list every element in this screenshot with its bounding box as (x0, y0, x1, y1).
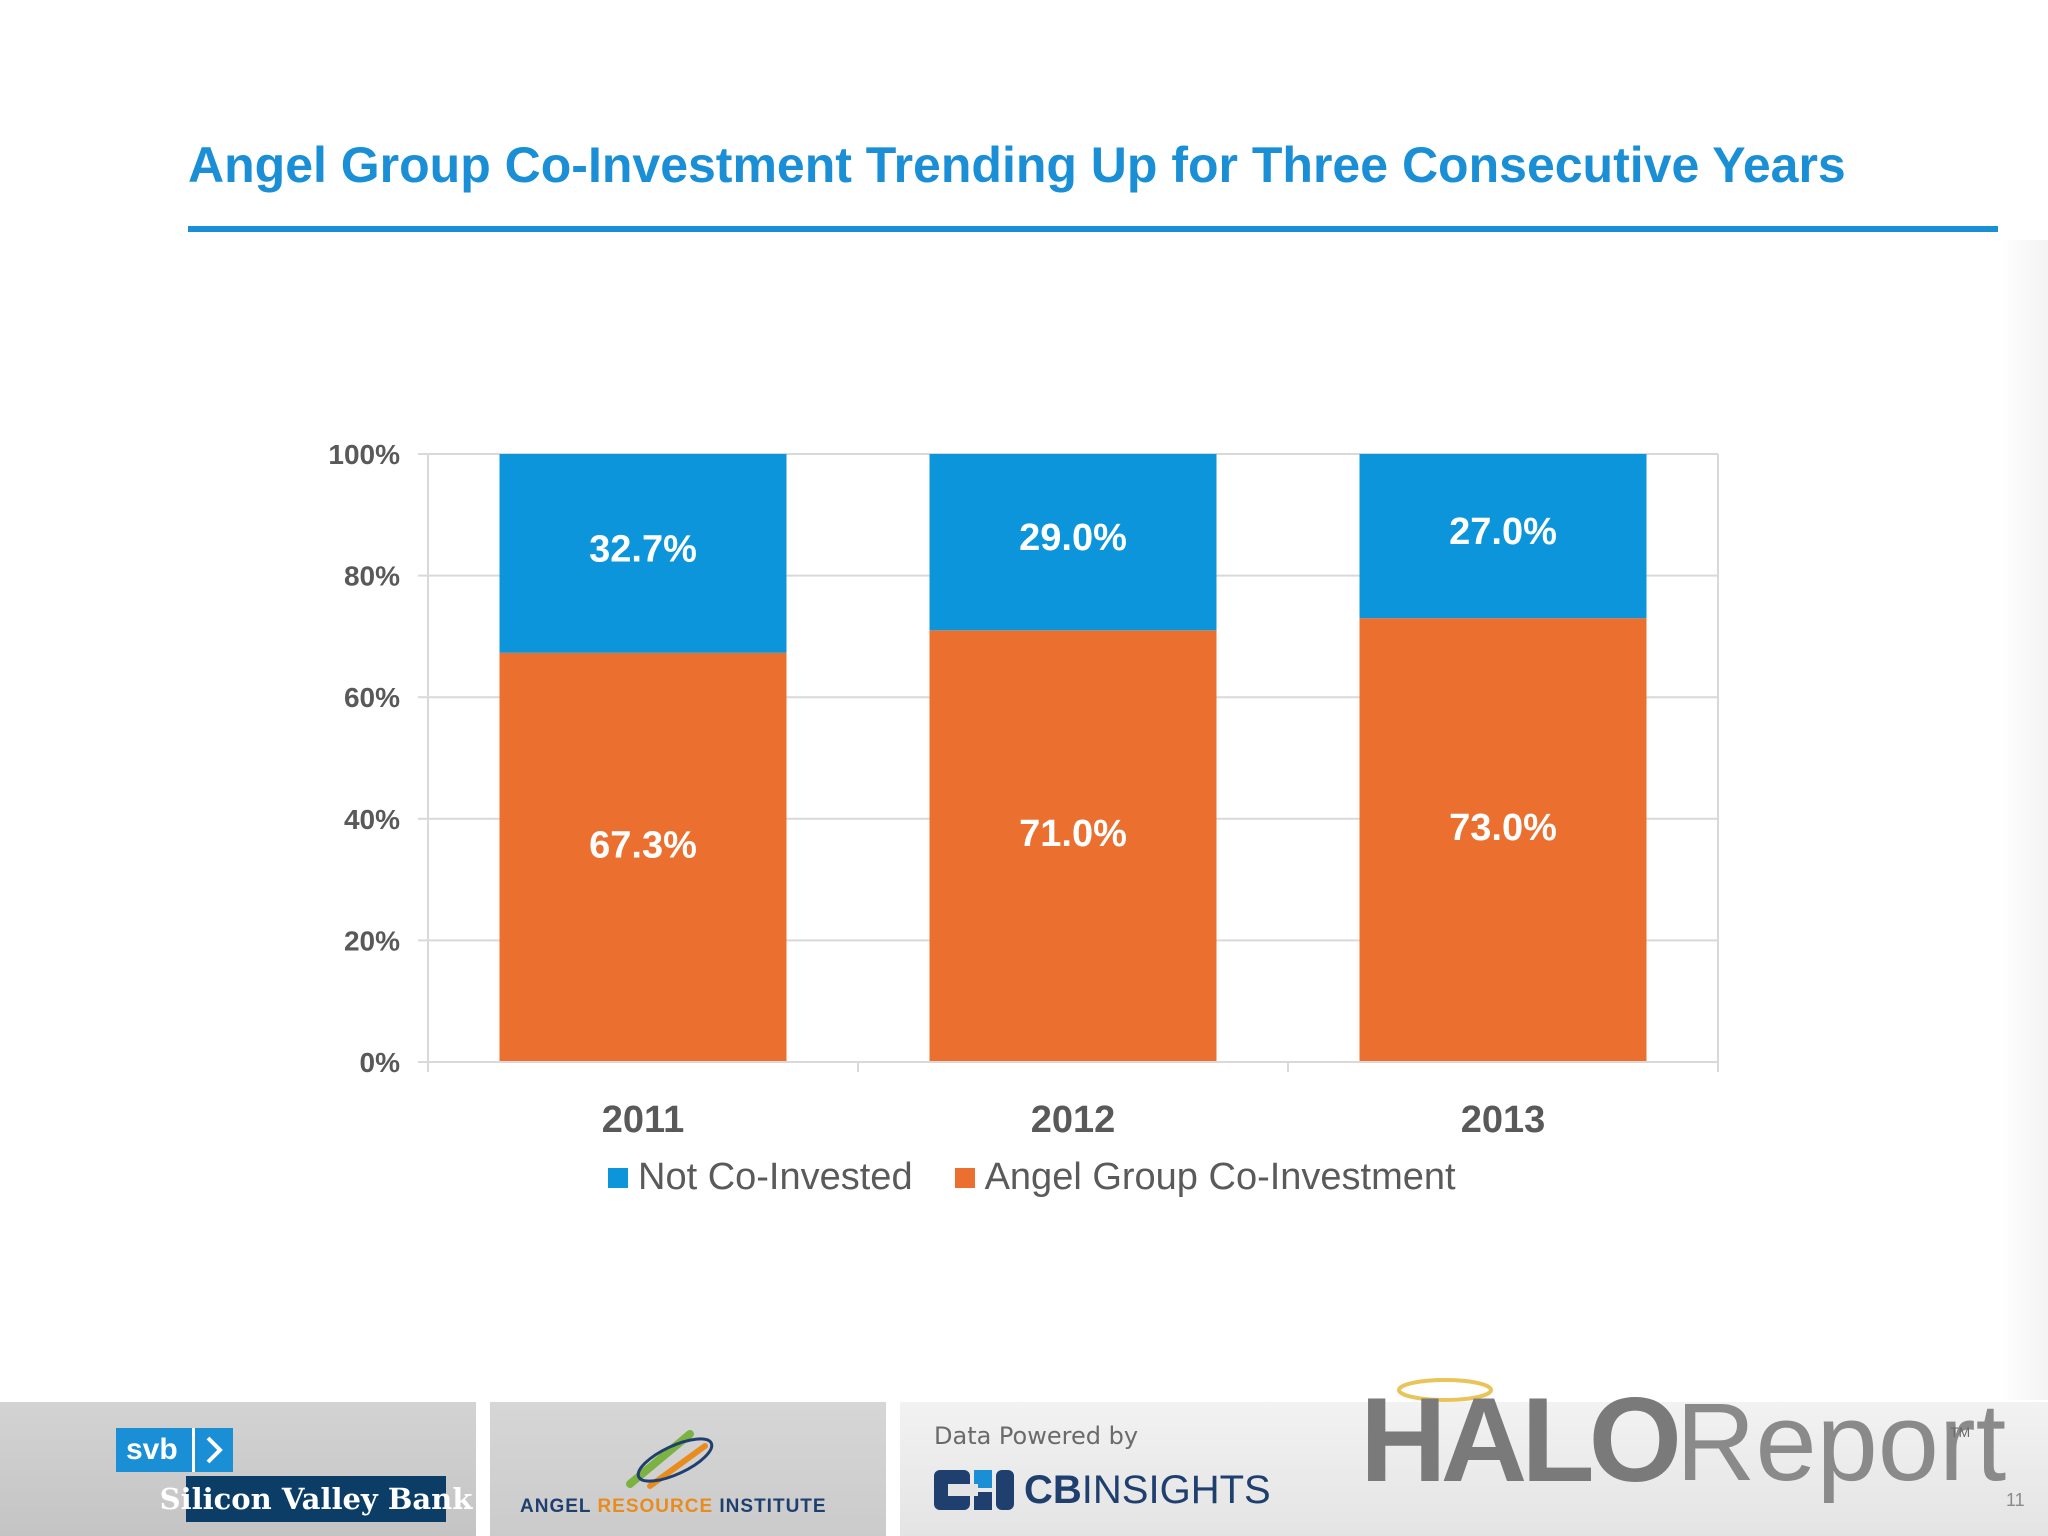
halo-report-logo-bold: HALO (1360, 1373, 1682, 1507)
cb-text-light: INSIGHTS (1081, 1468, 1271, 1512)
legend-swatch-not-co-invested (608, 1167, 628, 1188)
bar-angel-group-co-investment-2013 (1359, 618, 1647, 1062)
legend: Not Co-Invested Angel Group Co-Investmen… (608, 1156, 1498, 1199)
cb-text-bold: CB (1024, 1468, 1082, 1512)
bar-not-co-invested-2012 (929, 454, 1217, 631)
data-label-not-co-invested-2011: 32.7% (589, 528, 697, 570)
data-label-not-co-invested-2013: 27.0% (1449, 511, 1557, 553)
ari-logo-icon (626, 1430, 714, 1489)
ari-logo-text: ANGEL RESOURCE INSTITUTE (520, 1496, 827, 1518)
axes: 0% 20% 40% 60% 80% 100% 2011 2012 2013 (328, 439, 1719, 1141)
data-powered-by-label: Data Powered by (934, 1422, 1139, 1450)
bar-not-co-invested-2011 (499, 454, 787, 653)
page-number: 11 (2006, 1490, 2025, 1510)
ari-text-left: ANGEL (520, 1496, 598, 1517)
svb-logo-name: Silicon Valley Bank (160, 1476, 472, 1522)
cb-insights-logo-text: CBINSIGHTS (1024, 1468, 1271, 1513)
legend-label-angel-group: Angel Group Co-Investment (984, 1156, 1456, 1198)
stacked-bar-chart: 0% 20% 40% 60% 80% 100% 2011 2012 2013 67.3% 32.7… (328, 439, 1719, 1141)
bar-angel-group-co-investment-2012 (929, 630, 1217, 1062)
bar-not-co-invested-2013 (1359, 454, 1647, 619)
cb-insights-logo-icon (934, 1470, 1014, 1510)
legend-swatch-angel-group (954, 1167, 975, 1188)
legend-item-angel-group: Angel Group Co-Investment (954, 1156, 1456, 1199)
x-tick-label-2013: 2013 (1461, 1099, 1546, 1141)
title-underline (188, 226, 1998, 232)
x-tick-label-2012: 2012 (1031, 1099, 1116, 1141)
data-label-angel-group-co-investment-2012: 71.0% (1019, 813, 1127, 855)
slide-title: Angel Group Co-Investment Trending Up fo… (188, 137, 1846, 193)
edge-shade (2000, 240, 2048, 1400)
y-tick-label: 0% (360, 1047, 401, 1078)
chevron-right-icon (192, 1428, 233, 1472)
y-tick-label: 60% (344, 682, 400, 713)
trademark-mark: TM (1950, 1424, 1971, 1440)
data-labels: 67.3% 32.7% 71.0% 29.0% 73.0% 27.0% (589, 511, 1557, 866)
y-tick-label: 80% (344, 561, 400, 592)
halo-ring-icon (1397, 1378, 1493, 1402)
svb-logo-panel: svb Silicon Valley Bank (0, 1402, 476, 1536)
cb-insights-panel: Data Powered by CBINSIGHTS (900, 1402, 2048, 1536)
y-tick-label: 100% (328, 439, 400, 470)
ari-text-right: INSTITUTE (713, 1496, 827, 1517)
footer-logo-band: svb Silicon Valley Bank ANGEL RESOURCE I… (0, 1398, 2048, 1536)
y-tick-label: 40% (344, 804, 400, 835)
ari-text-accent: RESOURCE (597, 1496, 714, 1517)
halo-report-logo-light: Report (1676, 1381, 2007, 1504)
x-tick-label-2011: 2011 (602, 1099, 684, 1141)
ari-logo-panel: ANGEL RESOURCE INSTITUTE (490, 1402, 886, 1536)
data-label-angel-group-co-investment-2013: 73.0% (1449, 807, 1557, 849)
bars (499, 454, 1647, 1062)
svb-short-name: svb (126, 1433, 178, 1466)
data-label-angel-group-co-investment-2011: 67.3% (589, 824, 697, 866)
bar-angel-group-co-investment-2011 (499, 652, 787, 1062)
legend-label-not-co-invested: Not Co-Invested (638, 1156, 913, 1198)
legend-item-not-co-invested: Not Co-Invested (608, 1156, 913, 1199)
y-tick-label: 20% (344, 925, 400, 956)
data-label-not-co-invested-2012: 29.0% (1019, 517, 1127, 559)
